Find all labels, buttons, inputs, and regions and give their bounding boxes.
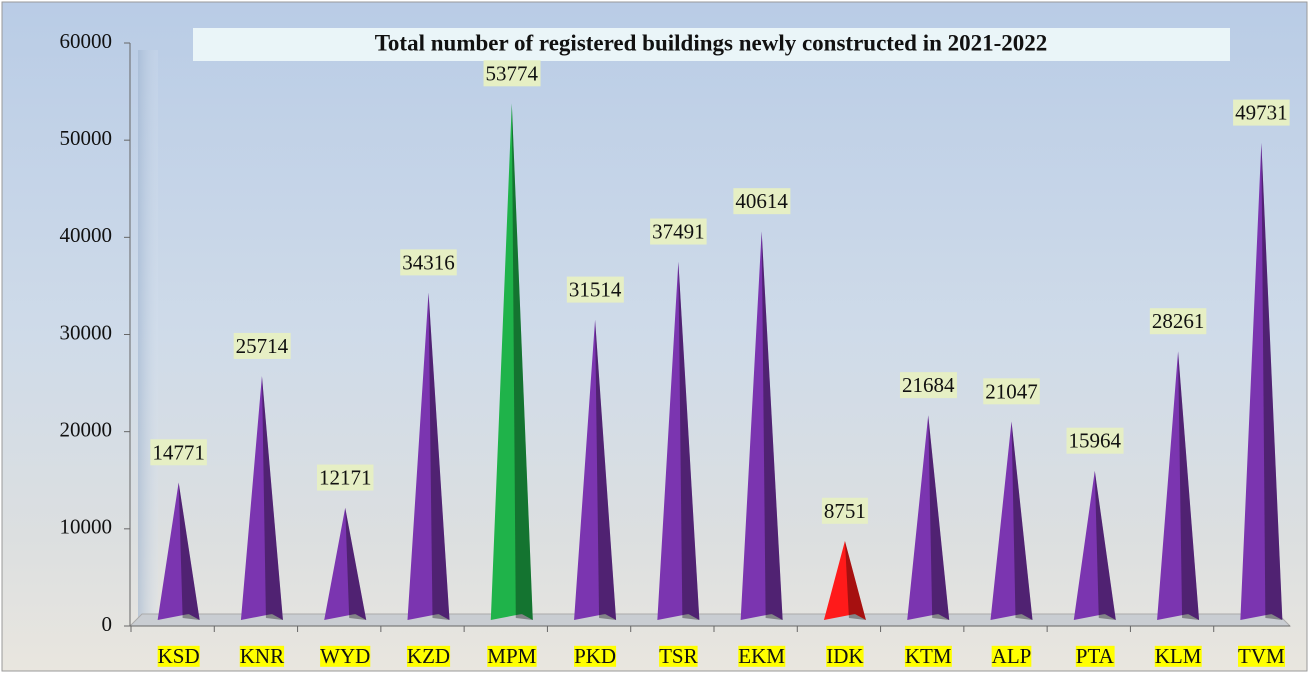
x-tick-label: KNR bbox=[240, 644, 284, 668]
value-label: 37491 bbox=[652, 220, 705, 244]
x-tick-label: KTM bbox=[905, 644, 952, 668]
x-tick-label: PKD bbox=[574, 644, 616, 668]
value-label: 21684 bbox=[902, 373, 955, 397]
x-tick-label: TVM bbox=[1238, 644, 1285, 668]
x-tick-label: EKM bbox=[738, 644, 785, 668]
value-label: 34316 bbox=[402, 250, 455, 274]
plot-bg bbox=[2, 2, 1307, 671]
value-label: 14771 bbox=[152, 440, 205, 464]
value-label: 28261 bbox=[1152, 309, 1205, 333]
side-wall bbox=[138, 50, 158, 618]
y-tick-label: 0 bbox=[102, 612, 113, 636]
x-tick-label: ALP bbox=[992, 644, 1032, 668]
value-label: 40614 bbox=[735, 189, 788, 213]
value-label: 12171 bbox=[319, 466, 372, 490]
x-tick-label: MPM bbox=[487, 644, 536, 668]
y-tick-label: 60000 bbox=[60, 29, 113, 53]
value-label: 21047 bbox=[985, 379, 1038, 403]
y-tick-label: 30000 bbox=[60, 320, 113, 344]
x-tick-label: TSR bbox=[659, 644, 698, 668]
chart: Total number of registered buildings new… bbox=[0, 0, 1309, 673]
value-label: 53774 bbox=[486, 61, 539, 85]
x-tick-label: KLM bbox=[1155, 644, 1202, 668]
value-label: 15964 bbox=[1069, 429, 1122, 453]
value-label: 8751 bbox=[824, 499, 866, 523]
y-tick-label: 40000 bbox=[60, 223, 113, 247]
x-tick-label: KZD bbox=[407, 644, 450, 668]
value-label: 49731 bbox=[1235, 101, 1288, 125]
y-tick-label: 20000 bbox=[60, 417, 113, 441]
y-tick-label: 10000 bbox=[60, 515, 113, 539]
x-tick-label: IDK bbox=[826, 644, 863, 668]
x-tick-label: WYD bbox=[320, 644, 370, 668]
y-tick-label: 50000 bbox=[60, 126, 113, 150]
page: Total number of registered buildings new… bbox=[0, 0, 1309, 678]
value-label: 31514 bbox=[569, 278, 622, 302]
chart-title: Total number of registered buildings new… bbox=[375, 30, 1048, 55]
floor bbox=[130, 614, 1290, 626]
x-tick-label: KSD bbox=[158, 644, 200, 668]
value-label: 25714 bbox=[236, 334, 289, 358]
x-tick-label: PTA bbox=[1076, 644, 1115, 668]
